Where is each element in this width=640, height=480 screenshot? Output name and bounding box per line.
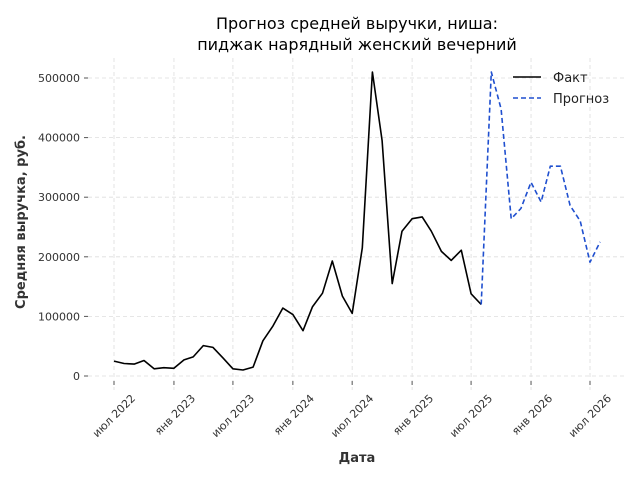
x-tick-label: июл 2026 <box>566 392 614 440</box>
x-tick-label: янв 2025 <box>390 392 436 438</box>
series-lines <box>113 71 601 371</box>
x-axis-label: Дата <box>339 451 376 466</box>
x-tick-label: июл 2022 <box>90 392 138 440</box>
y-axis-label: Средняя выручка, руб. <box>14 135 29 309</box>
legend: Факт Прогноз <box>513 71 609 107</box>
grid <box>88 58 625 390</box>
x-tick-label: июл 2023 <box>209 392 257 440</box>
x-tick-label: июл 2024 <box>328 392 376 440</box>
y-tick-label: 400000 <box>38 132 80 145</box>
y-tick-label: 200000 <box>38 251 80 264</box>
chart-title-line-2: пиджак нарядный женский вечерний <box>197 35 517 54</box>
y-axis-ticks: 0 100000 200000 300000 400000 500000 <box>38 72 88 383</box>
x-tick-label: янв 2023 <box>152 392 198 438</box>
x-tick-label: янв 2026 <box>509 392 555 438</box>
x-tick-label: янв 2024 <box>271 392 317 438</box>
series-line-fact <box>113 71 482 371</box>
y-tick-label: 300000 <box>38 191 80 204</box>
y-tick-label: 500000 <box>38 72 80 85</box>
chart-title-line-1: Прогноз средней выручки, ниша: <box>216 14 498 33</box>
x-tick-label: июл 2025 <box>447 392 495 440</box>
y-tick-label: 100000 <box>38 310 80 323</box>
y-tick-label: 0 <box>73 370 80 383</box>
legend-label-fact: Факт <box>553 71 588 86</box>
legend-label-forecast: Прогноз <box>553 92 609 107</box>
